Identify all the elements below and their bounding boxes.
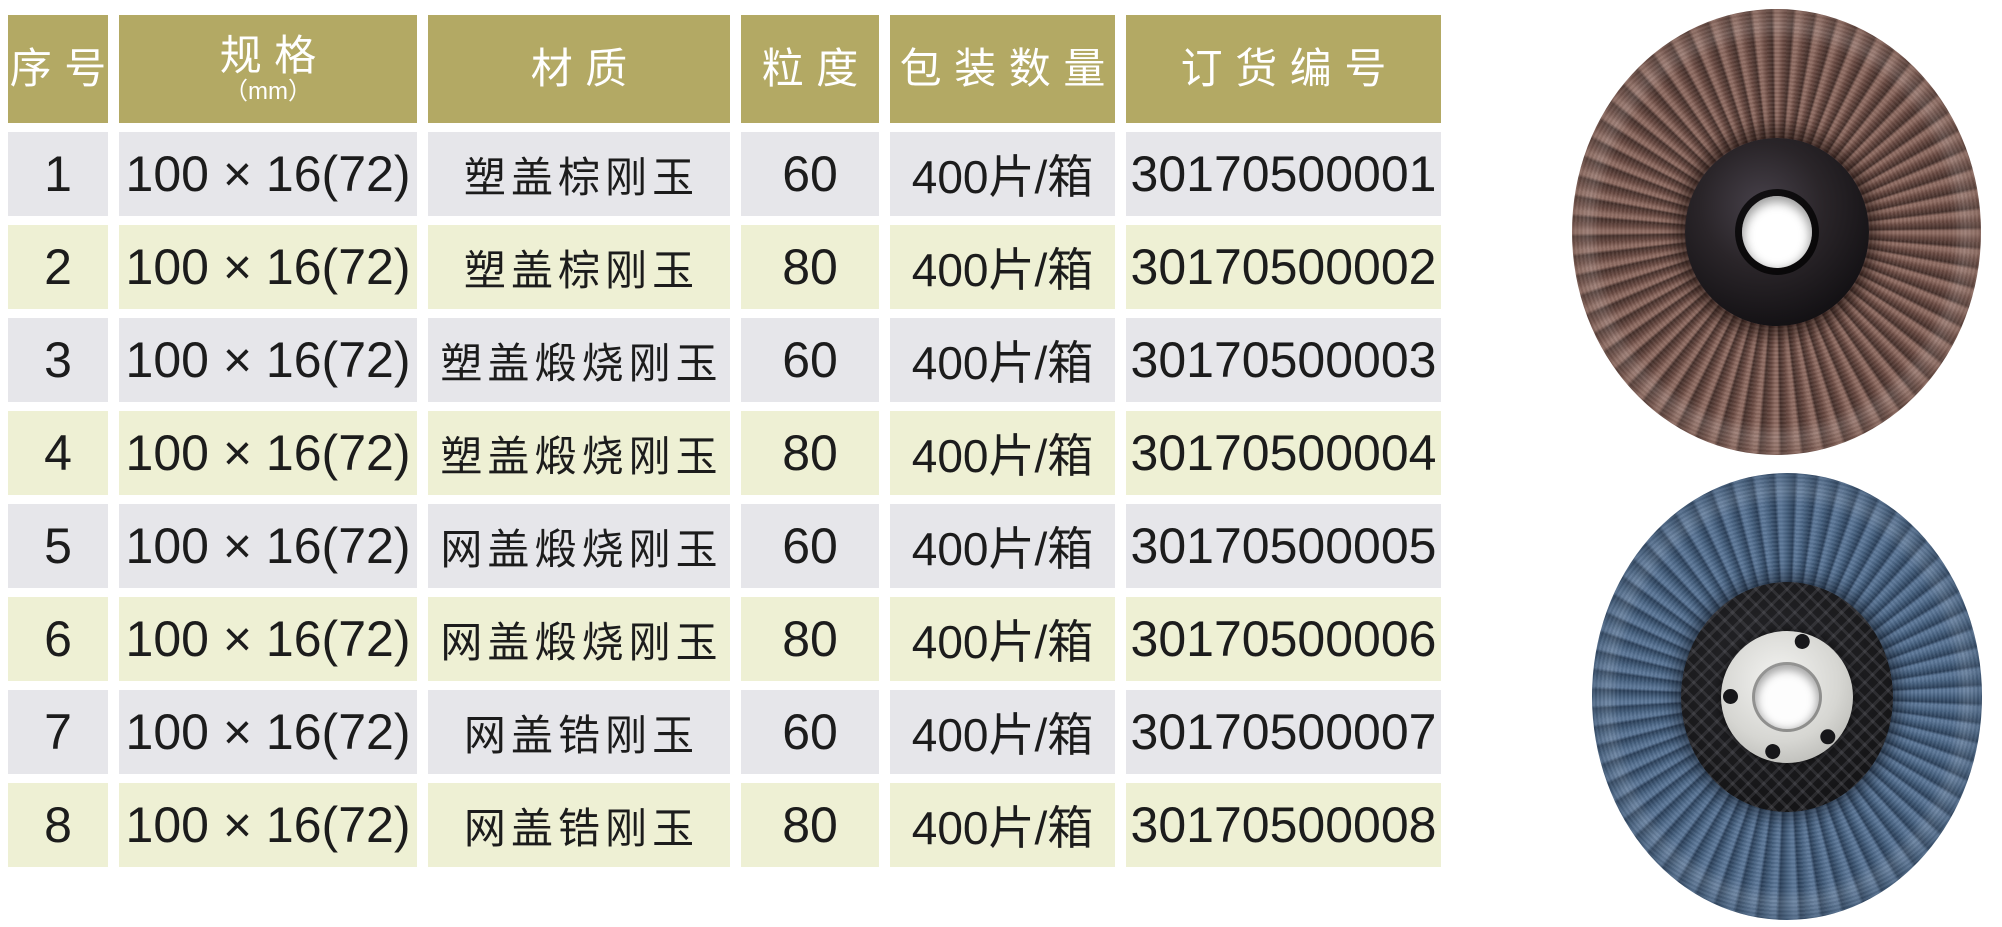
cell-grit: 60 <box>741 690 879 774</box>
cell-index: 2 <box>8 225 108 309</box>
cell-material: 塑盖棕刚玉 <box>428 132 730 216</box>
cell-index: 5 <box>8 504 108 588</box>
column-header-label: 序号 <box>9 44 119 92</box>
cell-packing: 400片/箱 <box>890 504 1115 588</box>
column-header-material: 材质 <box>428 15 730 123</box>
brown-flap-disc-photo <box>1572 9 1981 455</box>
cell-packing: 400片/箱 <box>890 783 1115 867</box>
column-header-index: 序号 <box>8 15 108 123</box>
cell-material: 网盖煅烧刚玉 <box>428 597 730 681</box>
cell-spec: 100 × 16(72) <box>119 690 417 774</box>
cell-index: 1 <box>8 132 108 216</box>
column-header-packing: 包装数量 <box>890 15 1115 123</box>
cell-index: 7 <box>8 690 108 774</box>
cell-spec: 100 × 16(72) <box>119 597 417 681</box>
cell-index: 6 <box>8 597 108 681</box>
column-header-label: 规格 <box>219 31 329 79</box>
cell-packing: 400片/箱 <box>890 690 1115 774</box>
cell-index: 3 <box>8 318 108 402</box>
cell-material: 网盖锆刚玉 <box>428 690 730 774</box>
mesh-cover-hub <box>1681 581 1893 812</box>
cell-spec: 100 × 16(72) <box>119 225 417 309</box>
cell-order_no: 30170500005 <box>1126 504 1441 588</box>
metal-backing-plate <box>1721 630 1853 763</box>
cell-spec: 100 × 16(72) <box>119 132 417 216</box>
column-header-order_no: 订货编号 <box>1126 15 1441 123</box>
column-header-sublabel: （mm） <box>224 78 312 106</box>
cell-spec: 100 × 16(72) <box>119 411 417 495</box>
bolt-hole-icon <box>1763 742 1782 761</box>
cell-index: 8 <box>8 783 108 867</box>
cell-material: 网盖煅烧刚玉 <box>428 504 730 588</box>
column-header-spec: 规格 （mm） <box>119 15 417 123</box>
bolt-hole-icon <box>1722 689 1738 704</box>
cell-index: 4 <box>8 411 108 495</box>
cell-grit: 80 <box>741 597 879 681</box>
center-bore-hole <box>1741 196 1812 268</box>
center-bore-hole <box>1755 664 1819 729</box>
cell-grit: 80 <box>741 225 879 309</box>
cell-order_no: 30170500006 <box>1126 597 1441 681</box>
cell-spec: 100 × 16(72) <box>119 783 417 867</box>
cell-order_no: 30170500003 <box>1126 318 1441 402</box>
cell-order_no: 30170500004 <box>1126 411 1441 495</box>
cell-order_no: 30170500008 <box>1126 783 1441 867</box>
cell-spec: 100 × 16(72) <box>119 318 417 402</box>
column-header-label: 订货编号 <box>1180 44 1399 92</box>
column-header-label: 粒度 <box>761 44 871 92</box>
cell-grit: 60 <box>741 318 879 402</box>
cell-material: 网盖锆刚玉 <box>428 783 730 867</box>
cell-order_no: 30170500007 <box>1126 690 1441 774</box>
cell-packing: 400片/箱 <box>890 411 1115 495</box>
cell-order_no: 30170500002 <box>1126 225 1441 309</box>
cell-material: 塑盖煅烧刚玉 <box>428 318 730 402</box>
cell-order_no: 30170500001 <box>1126 132 1441 216</box>
cell-spec: 100 × 16(72) <box>119 504 417 588</box>
product-spec-table: 序号 规格 （mm） 材质 粒度 包装数量 订货编号 1 100 × 16(72) 塑盖棕刚玉 60… <box>8 15 1441 867</box>
cell-packing: 400片/箱 <box>890 225 1115 309</box>
cell-packing: 400片/箱 <box>890 597 1115 681</box>
cell-material: 塑盖棕刚玉 <box>428 225 730 309</box>
blue-flap-disc-photo <box>1592 473 1982 920</box>
cell-grit: 60 <box>741 132 879 216</box>
column-header-label: 材质 <box>530 44 640 92</box>
bolt-hole-icon <box>1816 726 1838 748</box>
cell-grit: 60 <box>741 504 879 588</box>
cell-material: 塑盖煅烧刚玉 <box>428 411 730 495</box>
cell-grit: 80 <box>741 411 879 495</box>
cell-packing: 400片/箱 <box>890 318 1115 402</box>
column-header-label: 包装数量 <box>899 44 1118 92</box>
cell-grit: 80 <box>741 783 879 867</box>
column-header-grit: 粒度 <box>741 15 879 123</box>
cell-packing: 400片/箱 <box>890 132 1115 216</box>
bolt-hole-icon <box>1792 632 1811 651</box>
plastic-cover-hub <box>1684 138 1869 326</box>
